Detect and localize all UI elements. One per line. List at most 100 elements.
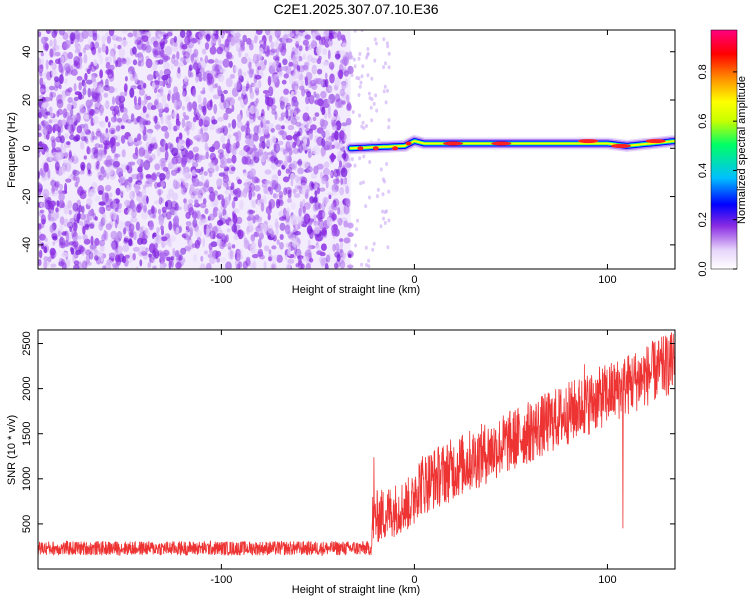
noise-blob bbox=[339, 187, 345, 196]
noise-blob bbox=[286, 210, 289, 220]
noise-blob bbox=[183, 51, 191, 59]
noise-blob bbox=[320, 259, 325, 267]
noise-blob bbox=[58, 30, 65, 36]
noise-blob bbox=[279, 242, 284, 250]
noise-blob bbox=[50, 263, 57, 268]
noise-blob bbox=[375, 194, 379, 199]
noise-blob bbox=[367, 91, 371, 96]
noise-blob bbox=[152, 232, 157, 238]
noise-blob bbox=[77, 189, 81, 195]
noise-blob bbox=[319, 187, 326, 192]
noise-blob bbox=[300, 140, 303, 145]
noise-blob bbox=[255, 86, 260, 96]
signal-peak bbox=[405, 141, 412, 146]
noise-blob bbox=[300, 182, 308, 190]
noise-blob bbox=[282, 215, 287, 220]
noise-blob bbox=[315, 236, 322, 242]
noise-blob bbox=[112, 96, 115, 106]
noise-blob bbox=[98, 239, 106, 247]
noise-blob bbox=[152, 265, 157, 269]
noise-blob bbox=[185, 221, 192, 226]
noise-blob bbox=[287, 258, 295, 264]
noise-blob bbox=[71, 239, 79, 248]
noise-blob bbox=[327, 112, 332, 119]
noise-blob bbox=[136, 172, 143, 182]
noise-blob bbox=[135, 266, 139, 269]
noise-blob bbox=[209, 123, 216, 131]
noise-blob bbox=[245, 256, 251, 261]
noise-blob bbox=[295, 132, 301, 137]
noise-blob bbox=[170, 200, 178, 210]
noise-blob bbox=[116, 57, 122, 68]
noise-blob bbox=[71, 155, 79, 164]
noise-blob bbox=[163, 34, 169, 40]
noise-blob bbox=[313, 214, 317, 224]
noise-blob bbox=[98, 83, 104, 93]
noise-blob bbox=[361, 180, 365, 185]
noise-blob bbox=[283, 187, 288, 196]
noise-blob bbox=[276, 239, 280, 245]
noise-blob bbox=[80, 164, 85, 173]
noise-blob bbox=[200, 127, 204, 136]
noise-blob bbox=[184, 149, 189, 158]
noise-blob bbox=[124, 220, 132, 227]
noise-blob bbox=[204, 208, 209, 215]
noise-blob bbox=[342, 56, 349, 66]
noise-blob bbox=[358, 52, 362, 56]
noise-blob bbox=[362, 154, 366, 159]
noise-blob bbox=[110, 116, 118, 123]
noise-blob bbox=[262, 90, 270, 94]
noise-blob bbox=[345, 117, 352, 126]
noise-blob bbox=[165, 79, 168, 86]
figure-title: C2E1.2025.307.07.10.E36 bbox=[273, 1, 438, 17]
noise-blob bbox=[124, 76, 128, 82]
noise-blob bbox=[314, 224, 320, 235]
noise-blob bbox=[152, 249, 157, 260]
noise-blob bbox=[271, 245, 277, 250]
noise-blob bbox=[225, 107, 233, 114]
noise-blob bbox=[59, 74, 64, 85]
noise-blob bbox=[347, 65, 354, 75]
noise-blob bbox=[280, 112, 287, 118]
noise-blob bbox=[292, 237, 297, 248]
noise-blob bbox=[368, 195, 371, 200]
noise-blob bbox=[204, 42, 210, 50]
noise-blob bbox=[103, 218, 108, 225]
noise-blob bbox=[54, 182, 59, 191]
noise-blob bbox=[72, 231, 79, 241]
noise-blob bbox=[152, 143, 158, 149]
noise-blob bbox=[145, 45, 152, 53]
noise-blob bbox=[348, 253, 352, 258]
noise-blob bbox=[128, 70, 132, 78]
noise-blob bbox=[164, 131, 170, 139]
noise-blob bbox=[132, 46, 137, 55]
noise-blob bbox=[294, 47, 299, 56]
noise-blob bbox=[207, 59, 215, 64]
noise-blob bbox=[166, 32, 173, 37]
signal-peak bbox=[392, 146, 399, 151]
noise-blob bbox=[76, 76, 83, 81]
noise-blob bbox=[68, 209, 72, 216]
noise-blob bbox=[206, 75, 213, 86]
noise-blob bbox=[167, 120, 172, 132]
noise-blob bbox=[283, 160, 288, 167]
noise-blob bbox=[274, 157, 279, 165]
noise-blob bbox=[49, 224, 55, 233]
noise-blob bbox=[306, 123, 310, 128]
noise-blob bbox=[224, 38, 230, 48]
noise-blob bbox=[292, 134, 300, 142]
noise-blob bbox=[226, 51, 233, 60]
noise-blob bbox=[159, 40, 166, 47]
noise-blob bbox=[72, 232, 79, 242]
noise-blob bbox=[173, 215, 180, 226]
noise-blob bbox=[223, 182, 228, 188]
signal-peak bbox=[443, 141, 463, 146]
noise-blob bbox=[385, 162, 389, 166]
noise-blob bbox=[94, 195, 101, 203]
noise-blob bbox=[73, 136, 79, 142]
noise-blob bbox=[83, 219, 91, 226]
noise-blob bbox=[319, 256, 323, 264]
noise-blob bbox=[209, 99, 213, 108]
noise-blob bbox=[38, 124, 42, 131]
noise-blob bbox=[248, 61, 252, 71]
